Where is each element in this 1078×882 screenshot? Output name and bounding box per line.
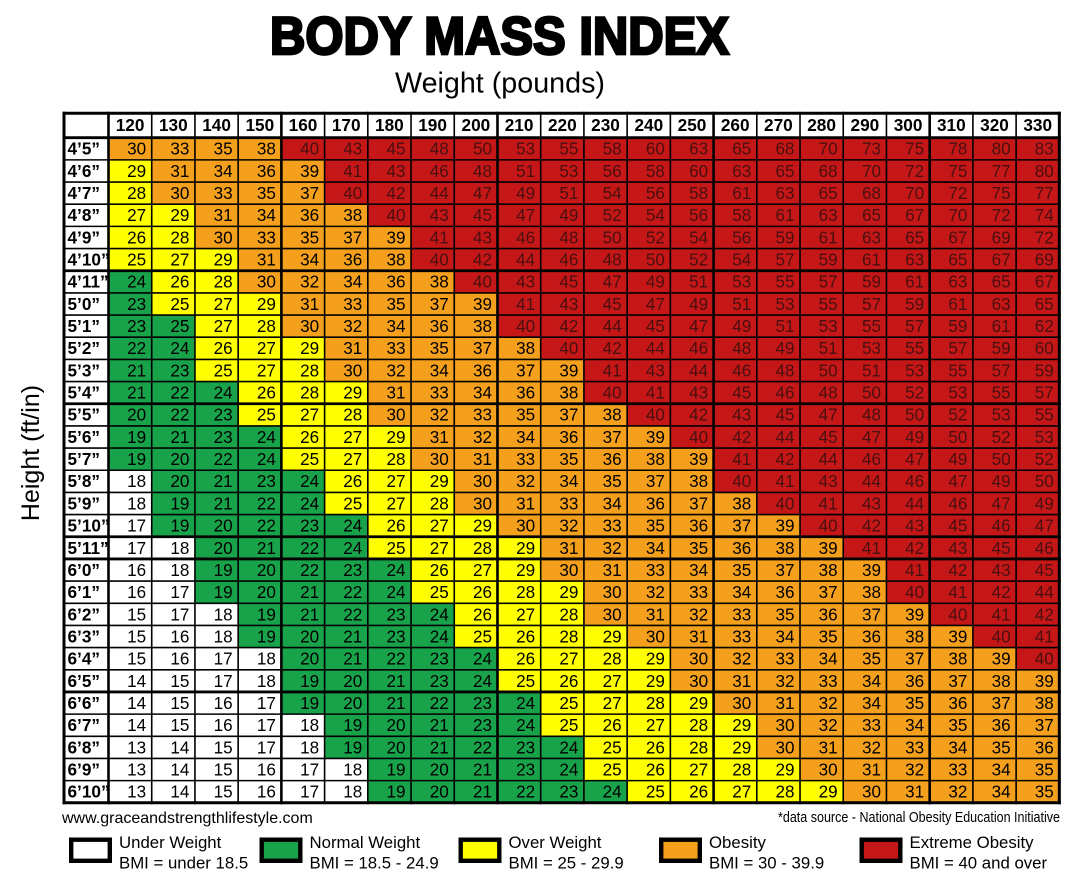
svg-text:5’2”: 5’2” xyxy=(68,338,101,358)
svg-text:BMI = 18.5 - 24.9: BMI = 18.5 - 24.9 xyxy=(310,854,439,873)
svg-text:200: 200 xyxy=(462,115,491,135)
svg-text:BMI = 25 - 29.9: BMI = 25 - 29.9 xyxy=(509,854,624,873)
svg-text:290: 290 xyxy=(851,115,880,135)
svg-text:4’10”: 4’10” xyxy=(68,250,110,270)
svg-text:6’5”: 6’5” xyxy=(68,671,101,691)
svg-text:4’7”: 4’7” xyxy=(68,183,101,203)
svg-text:220: 220 xyxy=(548,115,577,135)
svg-text:5’4”: 5’4” xyxy=(68,383,101,403)
svg-text:Height (ft/in): Height (ft/in) xyxy=(17,385,45,521)
svg-text:6’3”: 6’3” xyxy=(68,626,101,646)
svg-text:6’9”: 6’9” xyxy=(68,760,101,780)
svg-text:140: 140 xyxy=(202,115,231,135)
svg-text:150: 150 xyxy=(245,115,274,135)
svg-text:BMI = 30 - 39.9: BMI = 30 - 39.9 xyxy=(709,854,824,873)
svg-text:160: 160 xyxy=(289,115,318,135)
svg-text:4’8”: 4’8” xyxy=(68,205,101,225)
svg-text:5’7”: 5’7” xyxy=(68,449,101,469)
svg-text:270: 270 xyxy=(764,115,793,135)
svg-text:BODY MASS INDEX: BODY MASS INDEX xyxy=(270,7,729,66)
svg-text:BMI = 40 and over: BMI = 40 and over xyxy=(910,854,1048,873)
svg-text:180: 180 xyxy=(375,115,404,135)
svg-text:250: 250 xyxy=(678,115,707,135)
svg-text:5’5”: 5’5” xyxy=(68,405,101,425)
svg-text:6’8”: 6’8” xyxy=(68,737,101,757)
svg-text:310: 310 xyxy=(937,115,966,135)
svg-text:Over Weight: Over Weight xyxy=(509,833,602,852)
svg-text:5’8”: 5’8” xyxy=(68,471,101,491)
svg-text:Normal Weight: Normal Weight xyxy=(310,833,421,852)
svg-text:BMI = under 18.5: BMI = under 18.5 xyxy=(119,854,248,873)
svg-text:320: 320 xyxy=(980,115,1009,135)
svg-text:240: 240 xyxy=(634,115,663,135)
svg-text:190: 190 xyxy=(418,115,447,135)
svg-text:*data source - National Obesit: *data source - National Obesity Educatio… xyxy=(778,810,1060,826)
svg-text:5’0”: 5’0” xyxy=(68,294,101,314)
svg-text:6’10”: 6’10” xyxy=(68,782,110,802)
svg-text:6’7”: 6’7” xyxy=(68,715,101,735)
svg-text:Obesity: Obesity xyxy=(709,833,767,852)
svg-text:Extreme Obesity: Extreme Obesity xyxy=(910,833,1035,852)
svg-text:6’2”: 6’2” xyxy=(68,604,101,624)
svg-text:5’10”: 5’10” xyxy=(68,516,110,536)
svg-text:260: 260 xyxy=(721,115,750,135)
svg-text:300: 300 xyxy=(894,115,923,135)
svg-text:230: 230 xyxy=(591,115,620,135)
svg-text:5’6”: 5’6” xyxy=(68,427,101,447)
svg-text:120: 120 xyxy=(116,115,145,135)
svg-text:Weight (pounds): Weight (pounds) xyxy=(395,68,605,100)
svg-text:6’0”: 6’0” xyxy=(68,560,101,580)
svg-text:4’5”: 4’5” xyxy=(68,139,101,159)
svg-text:5’3”: 5’3” xyxy=(68,360,101,380)
svg-text:6’1”: 6’1” xyxy=(68,582,101,602)
svg-text:5’1”: 5’1” xyxy=(68,316,101,336)
svg-text:www.graceandstrengthlifestyle.: www.graceandstrengthlifestyle.com xyxy=(61,810,313,827)
svg-text:5’11”: 5’11” xyxy=(68,538,109,558)
svg-text:Under Weight: Under Weight xyxy=(119,833,222,852)
svg-text:210: 210 xyxy=(505,115,534,135)
svg-text:4’6”: 4’6” xyxy=(68,161,101,181)
svg-text:330: 330 xyxy=(1023,115,1052,135)
svg-text:4’9”: 4’9” xyxy=(68,227,101,247)
svg-text:4’11”: 4’11” xyxy=(68,272,109,292)
svg-text:280: 280 xyxy=(807,115,836,135)
svg-text:6’4”: 6’4” xyxy=(68,649,101,669)
svg-text:5’9”: 5’9” xyxy=(68,493,101,513)
svg-text:130: 130 xyxy=(159,115,188,135)
svg-text:170: 170 xyxy=(332,115,361,135)
svg-text:6’6”: 6’6” xyxy=(68,693,101,713)
